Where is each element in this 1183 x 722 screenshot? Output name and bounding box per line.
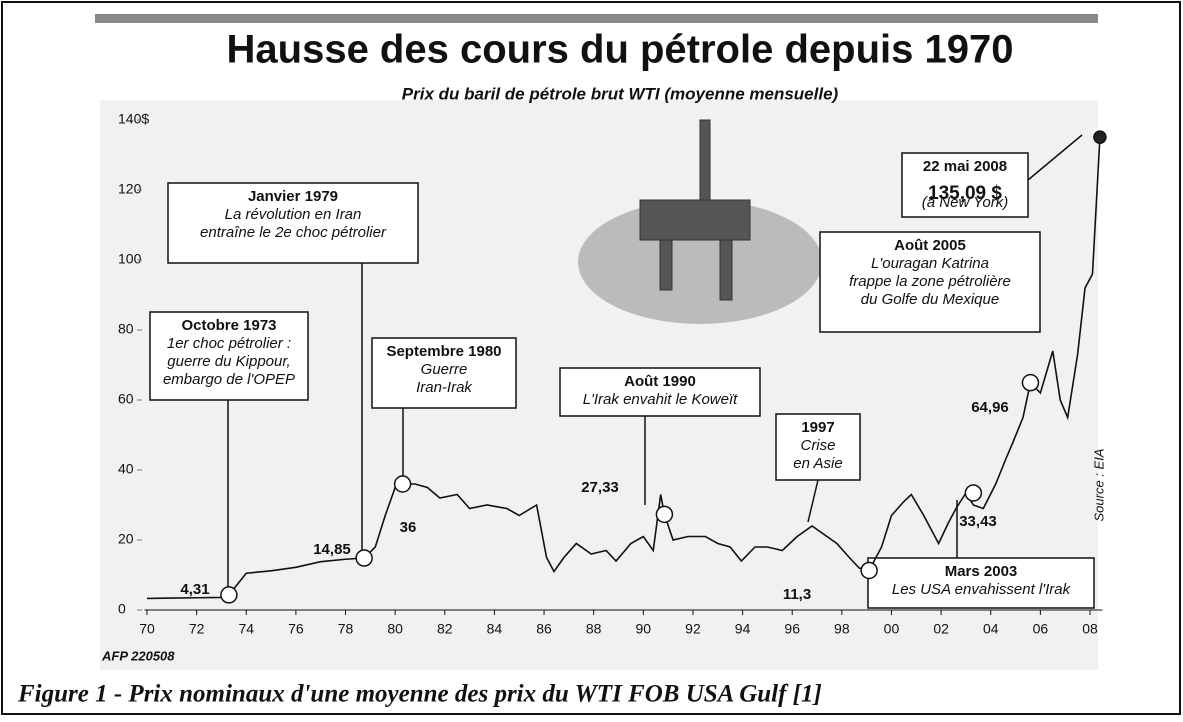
marker-label: 27,33 [581,479,619,496]
y-tick-label: 100 [118,251,142,267]
x-tick-label: 98 [834,621,850,637]
marker-label: 14,85 [313,541,351,558]
callout-text: Les USA envahissent l'Irak [892,581,1072,598]
x-tick-label: 88 [586,621,602,637]
callout-title: 1997 [801,419,834,436]
x-tick-label: 90 [636,621,652,637]
x-tick-label: 70 [139,621,155,637]
callout-text: La révolution en Iran [225,206,362,223]
x-tick-label: 80 [387,621,403,637]
callout-title: Septembre 1980 [386,343,501,360]
x-tick-label: 04 [983,621,999,637]
marker [395,476,411,492]
marker-label: 64,96 [971,399,1009,416]
x-tick-label: 86 [536,621,552,637]
callout-title: Août 2005 [894,237,966,254]
y-tick-label: 20 [118,531,134,547]
page: Hausse des cours du pétrole depuis 1970 … [0,0,1183,717]
y-tick-label: 140$ [118,111,149,127]
source: Source : EIA [1091,449,1106,522]
marker [965,485,981,501]
x-tick-label: 72 [189,621,205,637]
callout-text: en Asie [793,455,842,472]
x-tick-label: 00 [884,621,900,637]
marker-label: 135,09 $ [928,183,1002,204]
x-tick-label: 74 [238,621,254,637]
callout-text: embargo de l'OPEP [163,371,295,388]
callout-text: L'Irak envahit le Koweït [583,391,738,408]
marker-label: 4,31 [180,581,209,598]
x-tick-label: 02 [933,621,949,637]
x-tick-label: 94 [735,621,751,637]
x-tick-label: 82 [437,621,453,637]
x-tick-label: 92 [685,621,701,637]
callout-text: Guerre [421,361,468,378]
callout-text: L'ouragan Katrina [871,255,989,272]
marker [221,587,237,603]
y-tick-label: 0 [118,601,126,617]
callout-title: Mars 2003 [945,563,1018,580]
y-tick-label: 80 [118,321,134,337]
callout-title: Octobre 1973 [181,317,276,334]
marker-label: 36 [400,519,417,536]
callout-title: Août 1990 [624,373,696,390]
credit: AFP 220508 [101,648,175,663]
x-tick-label: 06 [1033,621,1049,637]
chart: Hausse des cours du pétrole depuis 1970 … [0,0,1183,717]
chart-subtitle: Prix du baril de pétrole brut WTI (moyen… [402,84,839,103]
callout-text: guerre du Kippour, [167,353,290,370]
marker [1094,131,1106,143]
marker [656,506,672,522]
y-tick-label: 40 [118,461,134,477]
y-tick-label: 120 [118,181,142,197]
x-tick-label: 76 [288,621,304,637]
x-tick-label: 78 [338,621,354,637]
callout-text: Crise [800,437,835,454]
marker [861,562,877,578]
callout-text: entraîne le 2e choc pétrolier [200,224,387,241]
callout-text: 1er choc pétrolier : [167,335,291,352]
caption: Figure 1 - Prix nominaux d'une moyenne d… [17,681,822,708]
callout-text: frappe la zone pétrolière [849,273,1011,290]
y-tick-label: 60 [118,391,134,407]
marker [356,550,372,566]
x-tick-label: 08 [1082,621,1098,637]
callout-title: Janvier 1979 [248,188,338,205]
x-tick-label: 84 [487,621,503,637]
marker [1022,375,1038,391]
top-bar [95,14,1098,23]
callout-text: du Golfe du Mexique [861,291,999,308]
x-tick-label: 96 [784,621,800,637]
callout-title: 22 mai 2008 [923,158,1007,175]
chart-title: Hausse des cours du pétrole depuis 1970 [227,28,1014,72]
callout-text: Iran-Irak [416,379,473,396]
marker-label: 11,3 [783,586,811,603]
marker-label: 33,43 [959,513,997,530]
